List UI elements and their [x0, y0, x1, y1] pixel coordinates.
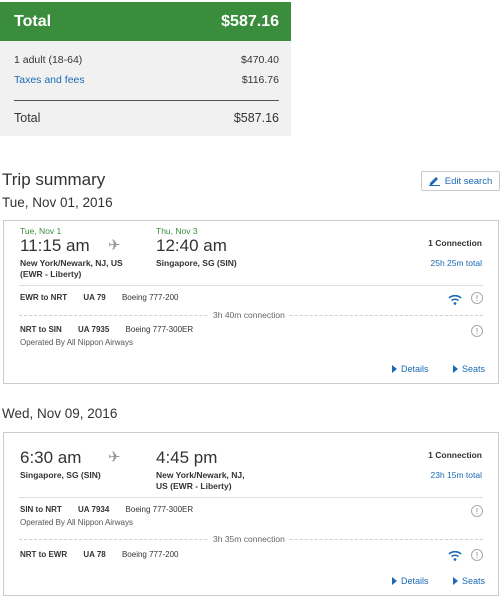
pencil-icon	[428, 176, 441, 186]
airplane-icon: ✈	[108, 449, 121, 466]
outbound-seats-link[interactable]: Seats	[453, 364, 485, 374]
return-connections: 1 Connection	[428, 450, 482, 460]
return-segment-1: SIN to NRT UA 7934 Boeing 777-300ER	[20, 505, 193, 514]
caret-right-icon	[392, 365, 397, 373]
outbound-details-link[interactable]: Details	[392, 364, 429, 374]
outbound-arrival-time: 12:40 am	[156, 236, 227, 255]
outbound-flight-card: Tue, Nov 1 11:15 am ✈ Thu, Nov 3 12:40 a…	[3, 220, 499, 384]
segment-route: EWR to NRT	[20, 293, 68, 302]
segment-flight: UA 7934	[78, 505, 110, 514]
trip-summary-title: Trip summary	[2, 170, 106, 189]
caret-right-icon	[453, 365, 458, 373]
return-arrival-airport: US (EWR - Liberty)	[156, 481, 232, 491]
outbound-arrival-place: Singapore, SG (SIN)	[156, 258, 237, 268]
info-icon[interactable]: !	[471, 505, 483, 517]
caret-right-icon	[453, 577, 458, 585]
outbound-departure-time: 11:15 am	[20, 236, 90, 255]
total-amount: $587.16	[221, 12, 279, 30]
outbound-departure-place: New York/Newark, NJ, US (EWR - Liberty)	[20, 258, 123, 280]
outbound-connection-info: 3h 40m connection	[209, 310, 289, 320]
return-flight-card: 6:30 am ✈ 4:45 pm Singapore, SG (SIN) Ne…	[3, 432, 499, 596]
price-summary: Total $587.16 1 adult (18-64) $470.40 Ta…	[0, 2, 291, 136]
return-arrival-time: 4:45 pm	[156, 448, 218, 467]
caret-right-icon	[392, 577, 397, 585]
segment-flight: UA 79	[83, 293, 106, 302]
card-divider	[19, 497, 483, 498]
adult-fare-amount: $470.40	[241, 54, 279, 66]
outbound-operator: Operated By All Nippon Airways	[20, 338, 133, 347]
info-icon[interactable]: !	[471, 549, 483, 561]
return-arrival-place: New York/Newark, NJ, US (EWR - Liberty)	[156, 470, 245, 492]
segment-flight: UA 7935	[78, 325, 110, 334]
return-arrival-city: New York/Newark, NJ,	[156, 470, 245, 480]
return-departure-place: Singapore, SG (SIN)	[20, 470, 101, 480]
outbound-segment-1: EWR to NRT UA 79 Boeing 777-200	[20, 293, 178, 302]
outbound-departure-date: Tue, Nov 1	[20, 226, 62, 236]
adult-fare-label: 1 adult (18-64)	[14, 54, 83, 66]
outbound-departure-city: New York/Newark, NJ, US	[20, 258, 123, 268]
footer-total-label: Total	[14, 111, 41, 125]
seats-label: Seats	[462, 576, 486, 586]
taxes-amount: $116.76	[241, 74, 279, 86]
seats-label: Seats	[462, 364, 486, 374]
info-icon[interactable]: !	[471, 292, 483, 304]
segment-aircraft: Boeing 777-200	[121, 293, 179, 302]
segment-aircraft: Boeing 777-200	[121, 550, 179, 559]
footer-total-amount: $587.16	[233, 111, 279, 125]
taxes-and-fees-link[interactable]: Taxes and fees	[14, 74, 85, 86]
total-label: Total	[14, 12, 52, 30]
return-duration[interactable]: 23h 15m total	[430, 470, 482, 480]
return-segment-2: NRT to EWR UA 78 Boeing 777-200	[20, 550, 178, 559]
edit-search-button[interactable]: Edit search	[421, 171, 500, 191]
outbound-connections: 1 Connection	[428, 238, 482, 248]
segment-aircraft: Boeing 777-300ER	[125, 325, 194, 334]
outbound-arrival-date: Thu, Nov 3	[156, 226, 198, 236]
price-total-header: Total $587.16	[0, 2, 291, 41]
return-details-link[interactable]: Details	[392, 576, 429, 586]
info-icon[interactable]: !	[471, 325, 483, 337]
airplane-icon: ✈	[108, 237, 121, 254]
segment-route: NRT to SIN	[20, 325, 62, 334]
segment-route: SIN to NRT	[20, 505, 62, 514]
adult-fare-row: 1 adult (18-64) $470.40	[14, 54, 279, 66]
edit-search-label: Edit search	[444, 175, 493, 187]
details-label: Details	[401, 576, 429, 586]
outbound-duration[interactable]: 25h 25m total	[430, 258, 482, 268]
taxes-row: Taxes and fees $116.76	[14, 74, 279, 86]
segment-route: NRT to EWR	[20, 550, 68, 559]
wifi-icon	[448, 548, 462, 566]
return-operator: Operated By All Nippon Airways	[20, 518, 133, 527]
segment-aircraft: Boeing 777-300ER	[125, 505, 194, 514]
return-departure-time: 6:30 am	[20, 448, 82, 467]
wifi-icon	[448, 292, 462, 310]
card-divider	[19, 285, 483, 286]
segment-flight: UA 78	[83, 550, 106, 559]
return-date-heading: Wed, Nov 09, 2016	[2, 406, 118, 421]
return-connection-info: 3h 35m connection	[209, 534, 289, 544]
details-label: Details	[401, 364, 429, 374]
outbound-segment-2: NRT to SIN UA 7935 Boeing 777-300ER	[20, 325, 193, 334]
return-seats-link[interactable]: Seats	[453, 576, 485, 586]
outbound-departure-airport: (EWR - Liberty)	[20, 269, 82, 279]
outbound-date-heading: Tue, Nov 01, 2016	[2, 195, 113, 210]
footer-total-row: Total $587.16	[14, 111, 279, 125]
price-divider	[14, 100, 279, 101]
